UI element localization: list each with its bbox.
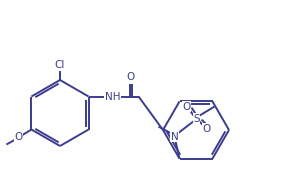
Text: O: O [182,102,191,112]
Text: O: O [202,124,211,134]
Text: S: S [193,114,200,124]
Text: NH: NH [105,93,120,103]
Text: N: N [171,132,178,142]
Text: Cl: Cl [55,60,65,70]
Text: O: O [14,132,22,142]
Text: O: O [126,73,135,83]
